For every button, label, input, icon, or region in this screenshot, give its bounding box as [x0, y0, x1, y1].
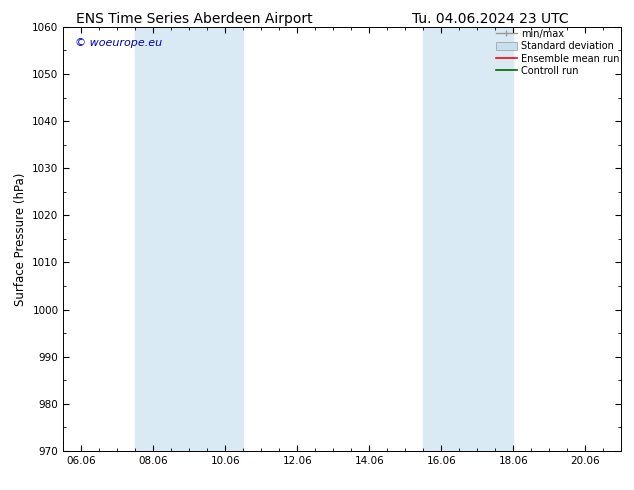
Bar: [424, 27, 514, 451]
Legend: min/max, Standard deviation, Ensemble mean run, Controll run: min/max, Standard deviation, Ensemble me…: [496, 29, 619, 76]
Text: ENS Time Series Aberdeen Airport: ENS Time Series Aberdeen Airport: [76, 12, 313, 26]
Text: © woeurope.eu: © woeurope.eu: [75, 38, 162, 48]
Bar: [136, 27, 243, 451]
Text: Tu. 04.06.2024 23 UTC: Tu. 04.06.2024 23 UTC: [412, 12, 569, 26]
Y-axis label: Surface Pressure (hPa): Surface Pressure (hPa): [14, 172, 27, 306]
